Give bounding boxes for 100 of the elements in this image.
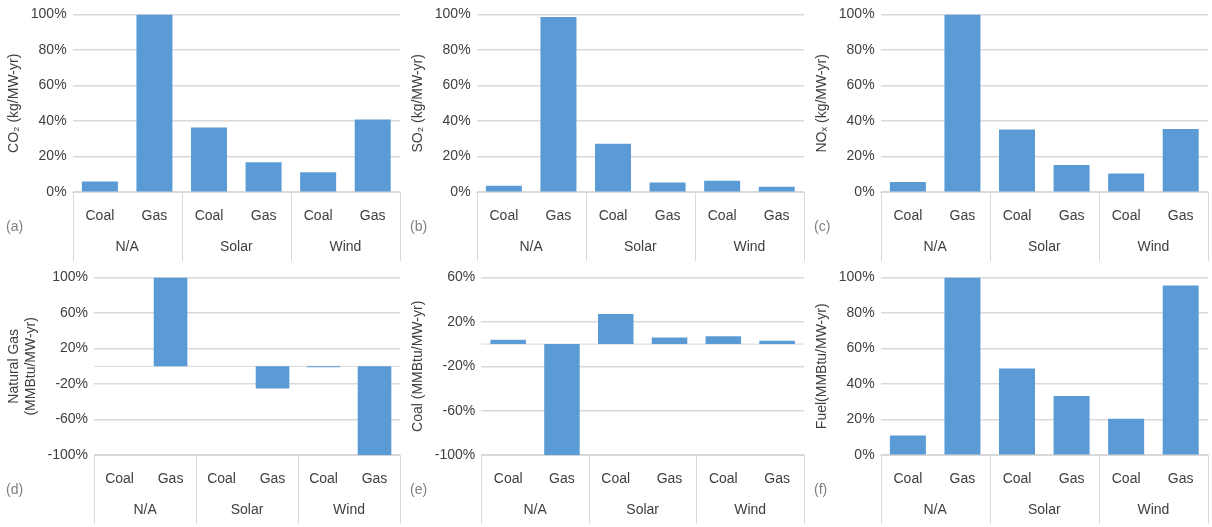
x-tick-label: Coal: [493, 470, 523, 487]
y-tick-label: -20%: [442, 357, 476, 374]
bar: [999, 129, 1036, 192]
y-tick-label: 0%: [46, 183, 67, 200]
bar: [245, 162, 282, 192]
x-tick-label: Gas: [250, 207, 277, 224]
y-axis-title: CO₂ (kg/MW-yr): [5, 53, 22, 153]
x-tick-label: Coal: [309, 470, 338, 487]
x-tick-label: Coal: [708, 470, 738, 487]
x-tick-label: Coal: [1002, 207, 1032, 224]
bar: [136, 14, 173, 192]
text: N/A: [519, 237, 544, 254]
bar: [81, 181, 118, 192]
y-axis-title: Natural Gas (MMBtu/MW-yr): [5, 317, 39, 416]
bar: [540, 17, 577, 192]
bar: [651, 337, 688, 345]
bar: [1108, 418, 1145, 455]
y-tick-label: -100%: [47, 446, 89, 463]
x-tick-label: Coal: [1111, 470, 1141, 487]
y-tick-label: -60%: [442, 401, 476, 418]
x-tick-label: Coal: [598, 207, 628, 224]
x-tick-label: Gas: [545, 207, 572, 224]
text: (f): [814, 480, 828, 497]
text: Solar: [1027, 500, 1061, 517]
bar: [1053, 395, 1090, 455]
text: (a): [6, 217, 24, 234]
x-tick-label: Coal: [707, 207, 737, 224]
x-tick-label: Gas: [654, 207, 681, 224]
y-tick-label: 100%: [434, 5, 471, 22]
y-tick-label: 0%: [854, 446, 875, 463]
y-tick-label: 20%: [846, 410, 875, 427]
y-tick-label: 60%: [846, 76, 875, 93]
y-tick-label: 0%: [450, 183, 471, 200]
x-tick-label: Gas: [763, 207, 790, 224]
y-tick-label: 80%: [442, 40, 471, 57]
text: Wind: [1137, 500, 1170, 517]
bar: [597, 314, 634, 345]
bar: [544, 344, 580, 456]
y-tick-label: 60%: [442, 76, 471, 93]
text: Solar: [626, 500, 660, 517]
bar: [889, 182, 926, 192]
y-tick-label: 100%: [838, 5, 875, 22]
y-tick-label: 100%: [52, 268, 89, 285]
x-tick-label: Coal: [601, 470, 631, 487]
x-tick-label: Gas: [1058, 207, 1085, 224]
y-tick-label: 40%: [442, 111, 471, 128]
y-tick-label: 80%: [846, 40, 875, 57]
y-tick-label: 40%: [846, 111, 875, 128]
y-axis-title: Coal (MMBtu/MW-yr): [409, 300, 426, 432]
x-tick-label: Gas: [549, 470, 575, 487]
y-axis-title: Fuel(MMBtu/MW-yr): [813, 303, 830, 430]
x-tick-label: Coal: [489, 207, 519, 224]
text: N/A: [133, 500, 158, 517]
x-tick-label: Coal: [893, 470, 923, 487]
text: N/A: [523, 500, 548, 517]
y-tick-label: 20%: [846, 147, 875, 164]
bar: [704, 180, 741, 192]
x-tick-label: Gas: [157, 470, 184, 487]
x-tick-label: Coal: [1002, 470, 1032, 487]
y-tick-label: -60%: [55, 410, 89, 427]
x-tick-label: Coal: [893, 207, 923, 224]
bar: [1053, 165, 1090, 192]
y-tick-label: 80%: [846, 303, 875, 320]
text: (e): [410, 480, 428, 497]
y-tick-label: 60%: [38, 76, 67, 93]
y-tick-label: 20%: [60, 339, 89, 356]
bar: [354, 119, 391, 192]
bar: [759, 340, 795, 345]
bar: [1162, 285, 1199, 455]
text: (b): [410, 217, 428, 234]
y-tick-label: 20%: [38, 147, 67, 164]
text: Solar: [230, 500, 264, 517]
x-tick-label: Gas: [259, 470, 286, 487]
x-tick-label: Coal: [85, 207, 115, 224]
x-tick-label: Gas: [361, 470, 388, 487]
bar: [999, 368, 1036, 455]
bar: [889, 435, 926, 455]
text: N/A: [115, 237, 140, 254]
y-tick-label: 60%: [846, 339, 875, 356]
x-tick-label: Coal: [194, 207, 224, 224]
y-tick-label: 60%: [60, 303, 89, 320]
bar: [705, 336, 742, 345]
bar: [300, 172, 337, 192]
y-tick-label: 100%: [838, 268, 875, 285]
bar: [595, 143, 632, 192]
y-tick-label: 0%: [854, 183, 875, 200]
text: Solar: [1027, 237, 1061, 254]
y-tick-label: 40%: [846, 374, 875, 391]
bar: [944, 277, 981, 455]
bar: [1162, 128, 1199, 192]
x-tick-label: Coal: [207, 470, 236, 487]
y-tick-label: 40%: [38, 111, 67, 128]
text: Wind: [733, 237, 766, 254]
text: N/A: [923, 500, 948, 517]
x-tick-label: Gas: [141, 207, 168, 224]
bar: [1108, 173, 1145, 192]
text: N/A: [923, 237, 948, 254]
y-tick-label: 20%: [442, 147, 471, 164]
x-tick-label: Gas: [949, 207, 976, 224]
text: Wind: [333, 500, 365, 517]
